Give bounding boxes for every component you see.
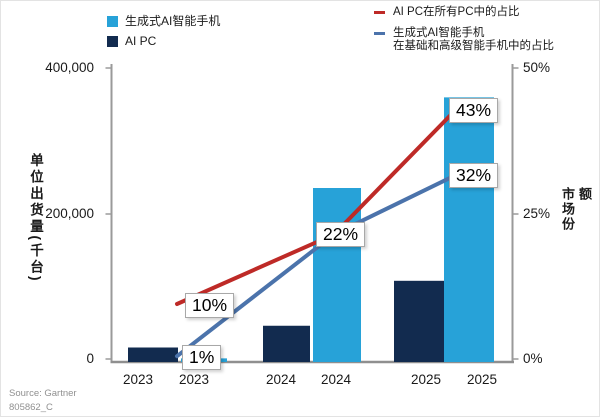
point-label-ai-pc-2025: 43%: [449, 98, 499, 123]
bar-ai-pc-2024: [263, 325, 310, 362]
y-axis-title-left: 单位出货量(千台): [28, 153, 43, 284]
point-label-genai-2025: 32%: [449, 163, 499, 188]
legend-item-ai-pc-share: AI PC在所有PC中的占比: [374, 6, 554, 19]
legend-label: 生成式AI智能手机 在基础和高级智能手机中的占比: [393, 27, 554, 53]
source-line2: 805862_C: [9, 402, 53, 413]
legend-item-genai-smartphone-share: 生成式AI智能手机 在基础和高级智能手机中的占比: [374, 27, 554, 53]
y-axis-title-right: 市场份额: [560, 187, 592, 232]
blue-line-swatch-icon: [374, 32, 385, 35]
bar-genai-smartphone-2025: [444, 97, 494, 362]
legend-bars: 生成式AI智能手机 AI PC: [107, 14, 220, 54]
source-line1: Source: Gartner: [9, 388, 77, 399]
bar-ai-pc-2023: [128, 347, 178, 362]
source-note: Source: Gartner 805862_C: [9, 387, 77, 415]
point-label-genai-2023: 1%: [182, 345, 222, 370]
legend-lines: AI PC在所有PC中的占比 生成式AI智能手机 在基础和高级智能手机中的占比: [374, 6, 554, 61]
legend-label-line2: 在基础和高级智能手机中的占比: [393, 40, 554, 52]
legend-item-genai-smartphone: 生成式AI智能手机: [107, 14, 220, 28]
legend-label: AI PC在所有PC中的占比: [393, 6, 520, 18]
legend-item-ai-pc: AI PC: [107, 34, 220, 48]
red-line-swatch-icon: [374, 11, 385, 14]
point-label-2024: 22%: [316, 222, 366, 247]
ai-pc-swatch-icon: [107, 35, 118, 47]
legend-label: AI PC: [125, 34, 157, 48]
genai-smartphone-swatch-icon: [107, 15, 118, 27]
legend-label-line1: 生成式AI智能手机: [393, 27, 485, 39]
bar-ai-pc-2025: [394, 280, 444, 362]
point-label-ai-pc-2023: 10%: [185, 293, 235, 318]
legend-label: 生成式AI智能手机: [125, 14, 221, 28]
